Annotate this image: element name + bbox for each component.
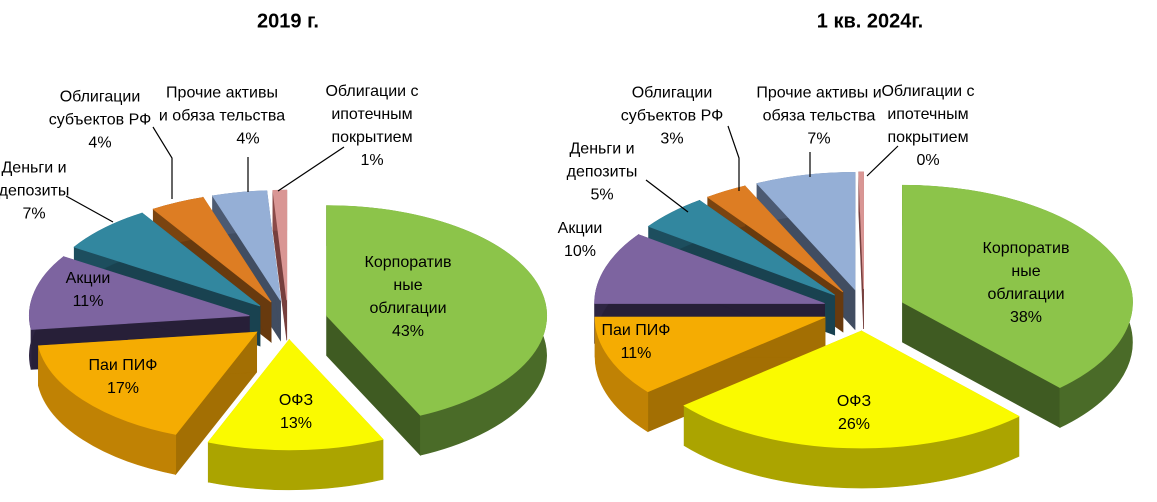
slice-label-line: ные — [1011, 263, 1041, 280]
pie-slice-stocks — [594, 234, 825, 304]
pie-slice-group-mortgage-bonds — [858, 171, 864, 329]
slice-label-line: Корпоратив — [364, 254, 452, 271]
slice-label-line: Акции — [557, 220, 603, 237]
slice-label-line: Деньги и — [569, 140, 635, 158]
slice-label-line: обяза тельства — [762, 107, 876, 125]
slice-label-line: 7% — [807, 130, 831, 148]
slice-label-line: Корпоратив — [982, 240, 1070, 257]
leader-line-cash-and-deposits — [645, 179, 689, 213]
pie-slice-corporate-bonds — [326, 205, 547, 416]
slice-label-mortgage-bonds: Облигации с ипотечным покрытием 0% — [881, 80, 974, 172]
pie-slice-group-ofz — [207, 338, 384, 491]
slice-label-line: Облигации — [631, 84, 713, 102]
pie-slice-mortgage-bonds — [858, 171, 864, 289]
chart-title-1q2024: 1 кв. 2024г. — [816, 10, 924, 33]
slice-label-stocks: Акции 10% — [558, 217, 603, 263]
slice-label-line: 4% — [88, 134, 112, 152]
slice-label-line: Облигации — [59, 88, 141, 106]
slice-label-line: 17% — [106, 380, 140, 397]
slice-label-line: Паи ПИФ — [601, 322, 671, 339]
slice-label-cash-and-deposits: Деньги и депозиты 5% — [567, 138, 638, 207]
slice-label-line: ипотечным — [331, 106, 413, 123]
slice-label-pif-units: Паи ПИФ 11% — [602, 319, 671, 365]
slice-label-regional-bonds: Облигации субъектов РФ 3% — [621, 82, 724, 151]
slice-label-line: субъектов РФ — [48, 111, 152, 129]
slice-label-line: облигации — [987, 286, 1065, 303]
slice-label-line: 1% — [360, 152, 384, 169]
pie-slice-group-ofz — [683, 330, 1020, 489]
slice-label-line: 4% — [236, 130, 260, 148]
slice-label-line: 38% — [1009, 309, 1043, 326]
pie-slice-ofz — [207, 339, 384, 451]
pie-slice-pif-units — [37, 331, 258, 435]
slice-label-line: Паи ПИФ — [88, 357, 158, 374]
pie-slice-group-pif-units — [37, 331, 258, 476]
slice-label-line: облигации — [369, 300, 447, 317]
slice-label-line: Облигации с — [325, 83, 419, 100]
leader-line-cash-and-deposits — [65, 195, 114, 223]
leader-line-mortgage-bonds — [866, 145, 899, 177]
chart-title-2019: 2019 г. — [257, 10, 319, 33]
slice-label-mortgage-bonds: Облигации с ипотечным покрытием 1% — [325, 80, 418, 172]
slice-label-line: 26% — [837, 416, 871, 433]
pie-slice-stocks — [28, 256, 250, 330]
slice-label-line: ОФЗ — [836, 393, 872, 410]
slice-label-line: ипотечным — [887, 106, 969, 123]
pie-slice-group-corporate-bonds — [902, 184, 1133, 429]
pie-slice-other-assets — [756, 172, 856, 291]
slice-label-line: 7% — [22, 205, 46, 223]
slice-label-line: Облигации с — [881, 83, 975, 100]
pie-slice-other-assets — [211, 190, 281, 301]
slice-label-regional-bonds: Облигации субъектов РФ 4% — [49, 86, 152, 155]
pie-slice-group-corporate-bonds — [326, 205, 547, 456]
slice-label-line: 10% — [563, 243, 597, 260]
slice-label-other-assets: Прочие активы и обяза тельства 4% — [159, 82, 285, 151]
slice-label-line: Деньги и — [1, 159, 67, 177]
slice-label-line: 3% — [660, 130, 684, 148]
pie-slice-cash-and-deposits — [647, 200, 835, 296]
leader-line-mortgage-bonds — [277, 146, 345, 192]
slice-label-corporate-bonds: Корпоратив ные облигации 43% — [365, 251, 452, 343]
slice-label-line: субъектов РФ — [620, 107, 724, 125]
leader-line-regional-bonds — [152, 126, 173, 199]
slice-label-line: покрытием — [887, 129, 969, 146]
slice-label-line: Акции — [65, 270, 111, 287]
leader-line-regional-bonds — [727, 125, 740, 191]
pie-slice-group-mortgage-bonds — [272, 189, 288, 341]
pie-slice-regional-bonds — [706, 185, 844, 293]
slice-label-corporate-bonds: Корпоратив ные облигации 38% — [983, 237, 1070, 329]
slice-label-line: и обяза тельства — [158, 107, 286, 125]
slice-label-pif-units: Паи ПИФ 17% — [89, 354, 158, 400]
slice-label-line: ные — [393, 277, 423, 294]
pie-slice-ofz — [683, 330, 1020, 449]
pie-slice-corporate-bonds — [902, 184, 1133, 388]
slice-label-line: Прочие активы и — [756, 84, 882, 102]
slice-label-line: ОФЗ — [278, 392, 314, 409]
slice-label-line: Прочие активы — [166, 84, 278, 102]
slice-label-ofz: ОФЗ 26% — [837, 390, 871, 436]
slice-label-line: 11% — [620, 345, 652, 362]
slice-label-ofz: ОФЗ 13% — [279, 389, 313, 435]
slice-label-stocks: Акции 11% — [66, 267, 111, 313]
slice-label-other-assets: Прочие активы и обяза тельства 7% — [756, 82, 881, 151]
pie-slice-cash-and-deposits — [73, 212, 261, 307]
slice-label-cash-and-deposits: Деньги и депозиты 7% — [0, 157, 69, 226]
slice-label-line: 11% — [72, 293, 104, 310]
slice-label-line: 5% — [590, 186, 614, 204]
slice-label-line: покрытием — [331, 129, 413, 146]
pie-slice-pif-units — [594, 316, 826, 393]
pie-slice-regional-bonds — [152, 197, 272, 303]
slice-label-line: депозиты — [566, 163, 638, 181]
slice-label-line: 43% — [391, 323, 425, 340]
slice-label-line: депозиты — [0, 182, 70, 200]
slice-label-line: 0% — [916, 152, 940, 169]
slice-label-line: 13% — [279, 415, 313, 432]
